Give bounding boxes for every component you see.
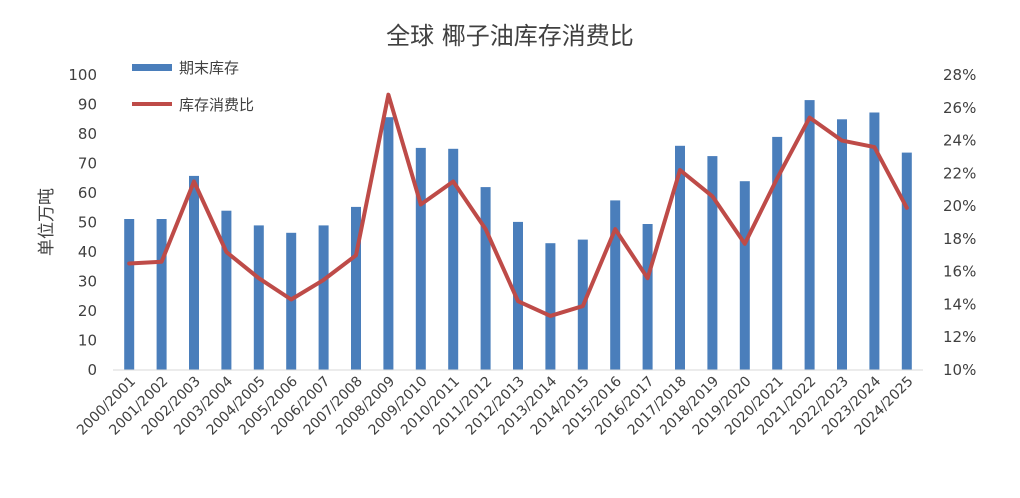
line-point-2003-2004: [225, 251, 227, 253]
y2-tick-label: 18%: [943, 230, 976, 248]
y-tick-label: 70: [78, 155, 97, 173]
y2-tick-label: 20%: [943, 197, 976, 215]
bar-2013-2014: [545, 243, 556, 370]
y-tick-label: 60: [78, 184, 97, 202]
y2-tick-label: 16%: [943, 263, 976, 281]
bar-2008-2009: [383, 117, 394, 370]
line-point-2007-2008: [355, 254, 357, 256]
y2-tick-label: 28%: [943, 66, 976, 84]
y2-tick-label: 26%: [943, 99, 976, 117]
y2-tick-label: 12%: [943, 328, 976, 346]
line-point-2010-2011: [452, 181, 454, 182]
bar-2015-2016: [610, 200, 621, 370]
bar-2004-2005: [253, 225, 264, 370]
line-point-2024-2025: [906, 207, 908, 209]
line-point-2018-2019: [711, 195, 713, 197]
line-point-2022-2023: [841, 140, 843, 142]
bar-2018-2019: [707, 156, 718, 370]
bar-2021-2022: [804, 100, 815, 370]
line-point-2008-2009: [387, 94, 389, 96]
bar-2017-2018: [675, 145, 685, 370]
y-tick-label: 100: [68, 66, 97, 84]
legend-label-line: 库存消费比: [179, 96, 254, 114]
line-layer: [127, 92, 909, 318]
chart-title: 全球 椰子油库存消费比: [386, 22, 634, 50]
line-point-2005-2006: [290, 299, 292, 300]
line-point-2006-2007: [323, 279, 325, 281]
legend-label-bar: 期末库存: [179, 59, 239, 77]
y-tick-label: 10: [78, 332, 97, 350]
y-tick-label: 30: [78, 273, 97, 291]
line-point-2023-2024: [873, 146, 875, 148]
bar-2019-2020: [739, 181, 750, 370]
y-tick-label: 40: [78, 243, 97, 261]
line-point-2021-2022: [809, 117, 811, 119]
bar-2023-2024: [869, 112, 880, 370]
bar-2003-2004: [221, 210, 232, 370]
line-point-2015-2016: [614, 228, 616, 230]
bar-2024-2025: [901, 152, 912, 370]
line-point-2002-2003: [193, 181, 195, 182]
y2-tick-label: 10%: [943, 361, 976, 379]
bar-2022-2023: [837, 119, 847, 371]
bar-2010-2011: [448, 148, 459, 371]
bar-2002-2003: [189, 175, 199, 370]
line-point-2000-2001: [128, 263, 130, 264]
bar-2001-2002: [156, 219, 167, 370]
bar-2006-2007: [318, 225, 329, 370]
bar-2009-2010: [415, 147, 426, 370]
line-point-2004-2005: [258, 277, 260, 279]
line-point-2016-2017: [647, 277, 649, 279]
bar-2020-2021: [772, 136, 783, 370]
legend: 期末库存 库存消费比: [132, 59, 254, 114]
y2-tick-label: 24%: [943, 132, 976, 150]
line-point-2020-2021: [776, 177, 778, 179]
line-point-2011-2012: [485, 228, 487, 230]
legend-swatch-bar: [132, 64, 172, 71]
bar-2011-2012: [480, 187, 491, 370]
bar-2000-2001: [124, 219, 135, 370]
y2-tick-label: 14%: [943, 295, 976, 313]
y-axis-label: 单位万吨: [37, 188, 57, 256]
bar-2007-2008: [351, 206, 361, 370]
y-tick-label: 90: [78, 96, 97, 114]
line-point-2001-2002: [161, 261, 163, 263]
line-point-2012-2013: [517, 300, 519, 302]
line-point-2013-2014: [549, 315, 551, 317]
bar-2016-2017: [642, 224, 653, 370]
y-tick-label: 0: [87, 361, 97, 379]
y-tick-label: 20: [78, 302, 97, 320]
bars-layer: [124, 100, 912, 371]
y-tick-label: 80: [78, 125, 97, 143]
bar-2012-2013: [513, 221, 523, 370]
line-point-2009-2010: [420, 204, 422, 205]
line-point-2017-2018: [679, 169, 681, 171]
y-tick-label: 50: [78, 214, 97, 232]
line-point-2014-2015: [582, 305, 584, 307]
y2-tick-label: 22%: [943, 164, 976, 182]
line-point-2019-2020: [744, 243, 746, 245]
